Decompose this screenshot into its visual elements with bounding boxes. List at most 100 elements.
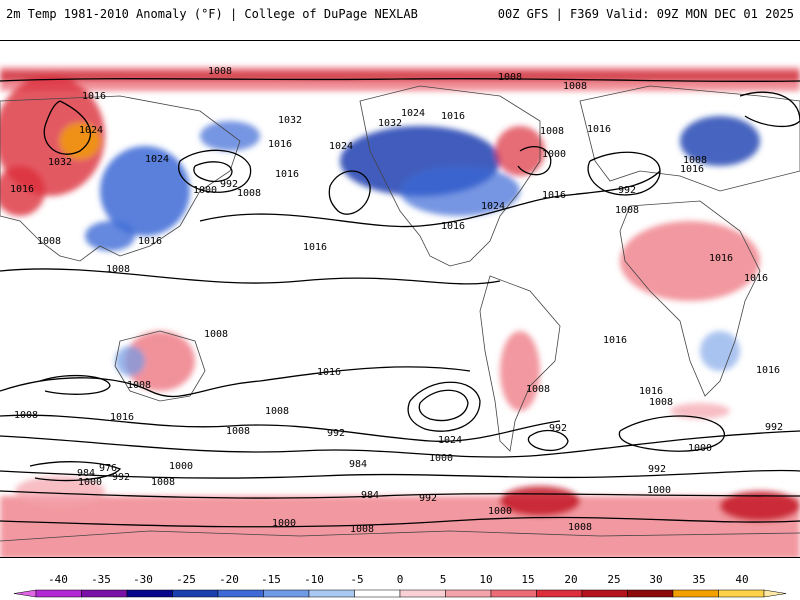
contour-label: 1016: [542, 190, 566, 201]
contour-label: 1016: [441, 111, 465, 122]
contour-label: 1000: [429, 453, 453, 464]
contour-label: 1016: [275, 169, 299, 180]
colorbar-segment: [627, 589, 674, 598]
colorbar-segment: [308, 589, 355, 598]
colorbar-segment: [490, 589, 537, 598]
contour-label: 1000: [688, 443, 712, 454]
title-bar: 2m Temp 1981-2010 Anomaly (°F) | College…: [0, 0, 800, 28]
colorbar-tick: -35: [91, 573, 111, 586]
colorbar-tick: -10: [304, 573, 324, 586]
contour-label: 1000: [193, 185, 217, 196]
contour-line: [43, 100, 92, 155]
contour-line: [0, 430, 800, 458]
colorbar-segment: [399, 589, 446, 598]
colorbar-tick: -15: [261, 573, 281, 586]
contour-label: 1008: [615, 205, 639, 216]
contour-label: 1024: [145, 154, 169, 165]
contour-label: 1016: [138, 236, 162, 247]
contour-label: 976: [99, 463, 117, 474]
contour-labels: 1008 1008 1008 1016 1024 1032 1016 1032 …: [10, 66, 783, 535]
contour-line: [618, 415, 726, 452]
colorbar-tick: -5: [350, 573, 364, 586]
colorbar-tick: -20: [219, 573, 239, 586]
contour-label: 984: [77, 468, 95, 479]
contour-label: 1008: [151, 477, 175, 488]
africa-outline: [619, 200, 761, 397]
contour-label: 1016: [82, 91, 106, 102]
contour-label: 1008: [568, 522, 592, 533]
contour-label: 1008: [37, 236, 61, 247]
contour-label: 992: [220, 179, 238, 190]
contour-label: 992: [648, 464, 666, 475]
colorbar-tick: 25: [607, 573, 621, 586]
colorbar-tick: 35: [692, 573, 706, 586]
contour-label: 1000: [647, 485, 671, 496]
contour-line: [517, 146, 552, 176]
map-title: 2m Temp 1981-2010 Anomaly (°F) | College…: [6, 7, 418, 21]
colorbar-segment: [763, 589, 787, 598]
contour-label: 1016: [110, 412, 134, 423]
map-canvas: 1008 1008 1008 1016 1024 1032 1016 1032 …: [0, 66, 800, 557]
contour-line: [328, 170, 371, 215]
contour-line: [39, 374, 111, 395]
contour-label: 1008: [265, 406, 289, 417]
contour-label: 1032: [378, 118, 402, 129]
contour-label: 1024: [79, 125, 103, 136]
colorbar-tick: 30: [649, 573, 663, 586]
contour-line: [587, 151, 661, 196]
contour-label: 1032: [278, 115, 302, 126]
contour-label: 1016: [317, 367, 341, 378]
contour-line: [193, 161, 233, 182]
contour-label: 1008: [350, 524, 374, 535]
contour-line: [29, 461, 122, 482]
contour-label: 1016: [756, 365, 780, 376]
colorbar-segment: [718, 589, 765, 598]
contour-line: [0, 469, 800, 479]
contour-label: 1008: [498, 72, 522, 83]
contour-label: 1000: [169, 461, 193, 472]
pressure-contours: [0, 77, 800, 528]
contour-label: 992: [419, 493, 437, 504]
contour-label: 1000: [542, 149, 566, 160]
contour-label: 1008: [226, 426, 250, 437]
contour-line: [527, 429, 569, 452]
contour-label: 1008: [208, 66, 232, 77]
contour-label: 1016: [744, 273, 768, 284]
contour-label: 992: [549, 423, 567, 434]
contour-label: 1008: [237, 188, 261, 199]
contour-line: [178, 149, 252, 193]
contour-label: 1016: [680, 164, 704, 175]
colorbar-tick: 10: [479, 573, 493, 586]
colorbar-tick: 15: [521, 573, 535, 586]
australia-outline: [114, 330, 206, 402]
contour-line: [418, 389, 469, 422]
contour-label: 1016: [10, 184, 34, 195]
contour-line: [0, 77, 800, 83]
contour-label: 1008: [106, 264, 130, 275]
contour-label: 1032: [48, 157, 72, 168]
colorbar-segment: [445, 589, 492, 598]
eurasia-outline: [0, 85, 800, 262]
colorbar-segment: [672, 589, 719, 598]
contour-label: 1016: [603, 335, 627, 346]
contour-line: [407, 381, 481, 432]
contour-label: 1016: [587, 124, 611, 135]
contour-label: 992: [112, 472, 130, 483]
contour-label: 992: [618, 185, 636, 196]
contour-label: 1008: [540, 126, 564, 137]
contour-label: 984: [349, 459, 367, 470]
contour-label: 1016: [441, 221, 465, 232]
contour-label: 1024: [438, 435, 462, 446]
colorbar-segment: [354, 589, 401, 598]
model-run-info: 00Z GFS | F369 Valid: 09Z MON DEC 01 202…: [497, 7, 794, 21]
anomaly-map: 1008 1008 1008 1016 1024 1032 1016 1032 …: [0, 40, 800, 558]
anomaly-shading: [0, 67, 800, 557]
south-america-outline: [479, 275, 561, 452]
colorbar-segment: [81, 589, 128, 598]
colorbar-tick: -40: [48, 573, 68, 586]
contour-label: 992: [765, 422, 783, 433]
colorbar-segment: [536, 589, 583, 598]
colorbar-tick: 40: [735, 573, 749, 586]
colorbar-segment: [126, 589, 173, 598]
colorbar-tick: -25: [176, 573, 196, 586]
